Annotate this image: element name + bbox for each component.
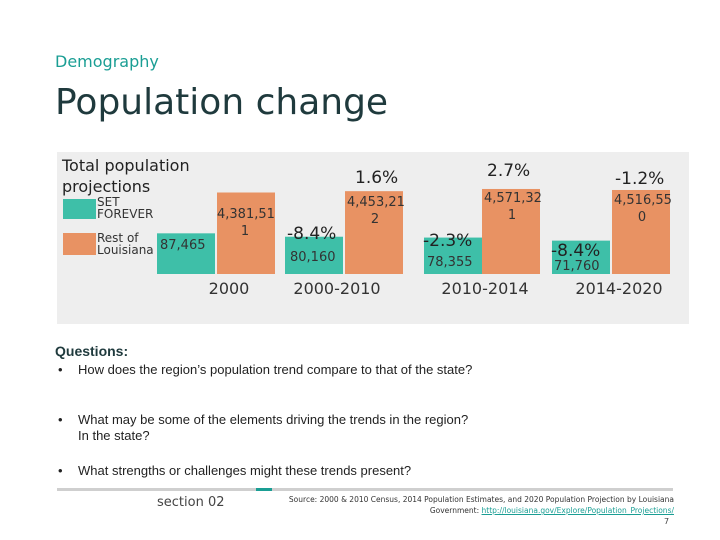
chart-title: projections <box>62 177 150 196</box>
category-label: 2014-2020 <box>575 279 662 298</box>
change-label-set: -2.3% <box>423 231 472 251</box>
bullet-icon: • <box>58 463 63 478</box>
bar-set-forever <box>285 236 343 274</box>
section-label: Demography <box>55 52 159 71</box>
bar-rest-of-louisiana <box>345 191 403 274</box>
bar-set-forever <box>552 240 610 274</box>
bullet-icon: • <box>58 412 63 427</box>
bar-rest-of-louisiana <box>612 189 670 274</box>
bar-rest-of-louisiana <box>482 188 540 274</box>
legend-label-set: FOREVER <box>97 207 153 221</box>
data-label-rest: 1 <box>241 224 249 239</box>
category-label: 2010-2014 <box>441 279 528 298</box>
category-label: 2000-2010 <box>293 279 380 298</box>
data-label-rest: 2 <box>371 212 379 227</box>
page-title: Population change <box>55 82 389 123</box>
bullet-icon: • <box>58 362 63 377</box>
category-label: 2000 <box>209 279 250 298</box>
data-label-rest: 4,453,21 <box>347 195 405 210</box>
footer-section-label: section 02 <box>157 495 225 510</box>
data-label-rest: 1 <box>508 208 516 223</box>
footer-source: Source: 2000 & 2010 Census, 2014 Populat… <box>282 494 674 516</box>
question-text: How does the region’s population trend c… <box>78 362 473 377</box>
data-label-set: 80,160 <box>290 250 336 265</box>
legend-label-rest: Rest of <box>97 231 139 245</box>
bar-set-forever <box>424 237 482 274</box>
change-label-set: -8.4% <box>287 224 336 244</box>
data-label-set: 87,465 <box>160 238 206 253</box>
source-text: Source: 2000 & 2010 Census, 2014 Populat… <box>288 495 674 515</box>
data-label-rest: 0 <box>638 210 646 225</box>
legend-swatch-set <box>63 199 96 219</box>
chart-title: Total population <box>61 156 190 175</box>
legend-swatch-rest <box>63 233 96 255</box>
change-label-rest: 1.6% <box>355 168 398 188</box>
bar-set-forever <box>157 233 215 274</box>
change-label-set: -8.4% <box>551 241 600 261</box>
data-label-rest: 4,516,55 <box>614 193 672 208</box>
legend-label-rest: Louisiana <box>97 243 154 257</box>
bar-rest-of-louisiana <box>217 192 275 274</box>
change-label-rest: -1.2% <box>615 169 664 189</box>
data-label-set: 71,760 <box>554 259 600 274</box>
data-label-rest: 4,571,32 <box>484 191 542 206</box>
source-link[interactable]: http://louisiana.gov/Explore/Population_… <box>481 506 674 515</box>
question-text: What may be some of the elements driving… <box>78 412 469 443</box>
footer-accent-mark <box>256 488 272 491</box>
footer-divider <box>57 488 673 491</box>
change-label-rest: 2.7% <box>487 161 530 181</box>
page-number: 7 <box>664 517 670 526</box>
legend-label-set: SET <box>97 195 120 209</box>
question-text: What strengths or challenges might these… <box>78 463 412 478</box>
chart-panel: Total population projections SET FOREVER Res… <box>57 152 689 324</box>
data-label-set: 78,355 <box>427 255 473 270</box>
data-label-rest: 4,381,51 <box>217 207 275 222</box>
questions-heading: Questions: <box>55 343 129 359</box>
